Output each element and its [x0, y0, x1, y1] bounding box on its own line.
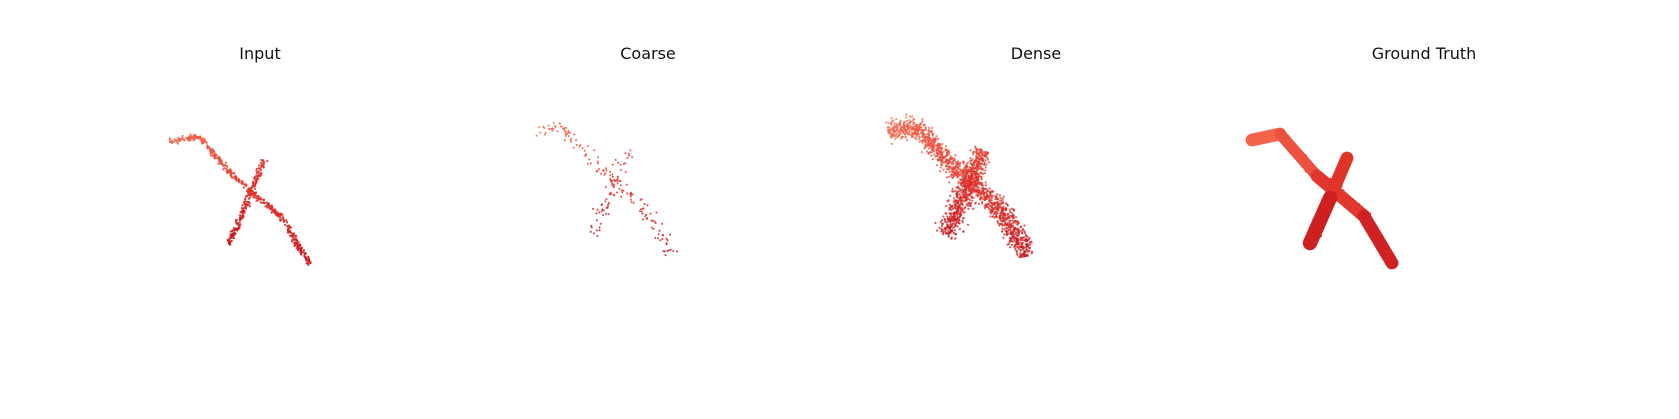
panel-coarse: Coarse [438, 0, 858, 419]
point-cloud-input [50, 0, 470, 419]
panel-input: Input [50, 0, 470, 419]
point-cloud-coarse [438, 0, 858, 419]
panel-dense: Dense [826, 0, 1246, 419]
panel-ground-truth: Ground Truth [1214, 0, 1634, 419]
point-cloud-ground-truth [1214, 0, 1634, 419]
point-cloud-dense [826, 0, 1246, 419]
